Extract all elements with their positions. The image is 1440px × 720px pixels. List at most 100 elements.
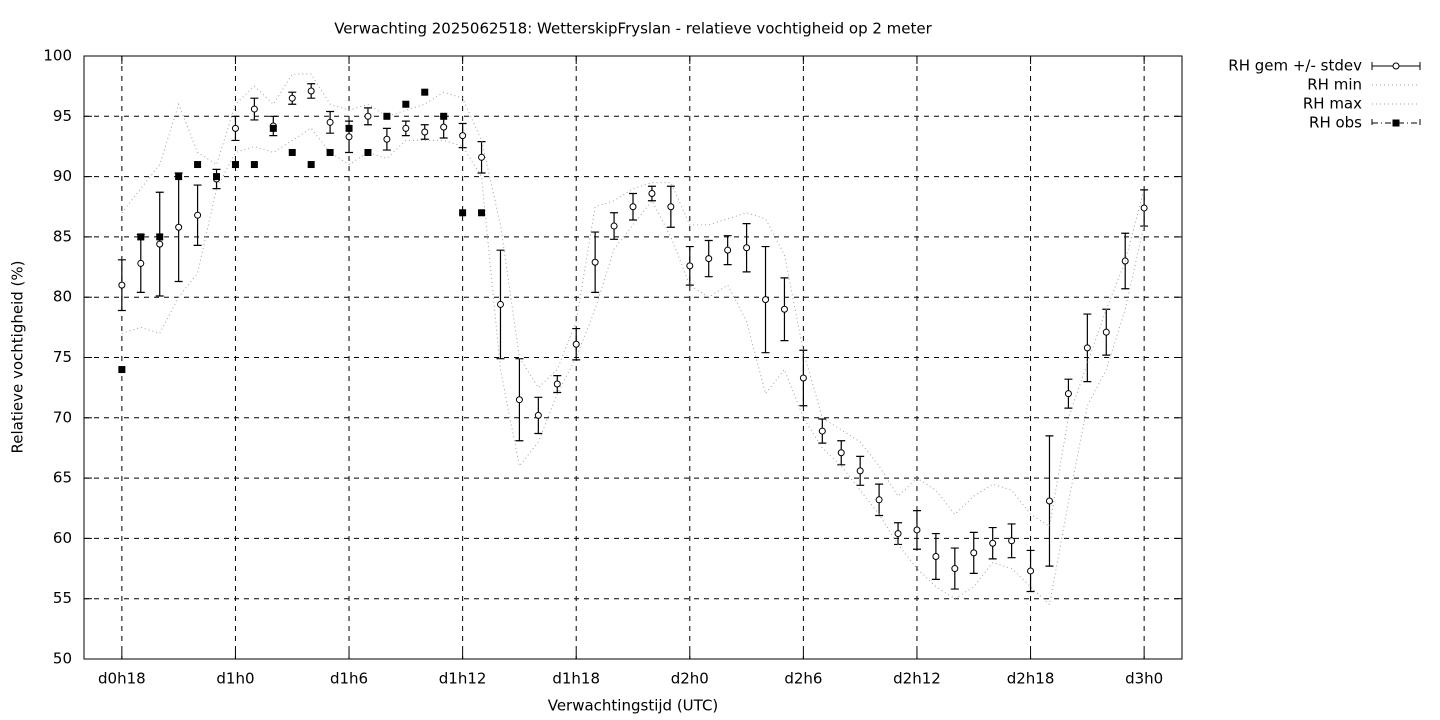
mean-point	[440, 123, 448, 131]
mean-point	[421, 128, 429, 136]
mean-point	[894, 530, 902, 538]
mean-point	[496, 300, 504, 308]
mean-point	[970, 549, 978, 557]
mean-point	[231, 124, 239, 132]
mean-point	[743, 244, 751, 252]
mean-point	[156, 240, 164, 248]
legend-swatch	[1392, 119, 1400, 127]
obs-point	[250, 161, 258, 169]
y-axis-label: Relatieve vochtigheid (%)	[9, 260, 27, 453]
x-tick-label: d1h0	[216, 670, 254, 688]
mean-point	[383, 135, 391, 143]
obs-point	[478, 209, 486, 217]
mean-point	[913, 526, 921, 534]
mean-point	[610, 222, 618, 230]
legend-label: RH obs	[1309, 114, 1362, 132]
obs-point	[118, 366, 126, 374]
legend-label: RH gem +/- stdev	[1228, 57, 1362, 75]
legend-swatch	[1392, 62, 1400, 70]
obs-point	[345, 124, 353, 132]
legend-swatch	[1371, 119, 1421, 127]
obs-point	[137, 233, 145, 241]
mean-point	[818, 427, 826, 435]
obs-point	[402, 100, 410, 108]
y-tick-label: 50	[53, 650, 72, 668]
mean-point	[345, 133, 353, 141]
obs-point	[194, 161, 202, 169]
mean-point	[667, 203, 675, 211]
x-tick-label: d0h18	[98, 670, 146, 688]
obs-point	[307, 161, 315, 169]
y-tick-label: 85	[53, 227, 72, 245]
obs-point	[364, 148, 372, 156]
mean-point	[762, 296, 770, 304]
mean-point	[951, 565, 959, 573]
y-tick-label: 90	[53, 167, 72, 185]
obs-point	[156, 233, 164, 241]
mean-point	[856, 467, 864, 475]
obs-point	[383, 112, 391, 120]
mean-point	[686, 262, 694, 270]
x-tick-label: d2h6	[784, 670, 822, 688]
mean-point	[288, 94, 296, 102]
x-tick-label: d1h12	[439, 670, 487, 688]
mean-point	[989, 539, 997, 547]
mean-point	[629, 203, 637, 211]
mean-point	[194, 211, 202, 219]
obs-point	[231, 161, 239, 169]
range-line	[121, 127, 1145, 606]
mean-point	[572, 340, 580, 348]
x-tick-label: d2h12	[893, 670, 941, 688]
mean-point	[534, 411, 542, 419]
obs-point	[421, 88, 429, 96]
y-tick-label: 100	[43, 47, 72, 65]
legend-label: RH max	[1303, 95, 1362, 113]
obs-point	[269, 124, 277, 132]
mean-point	[1083, 344, 1091, 352]
y-tick-label: 80	[53, 288, 72, 306]
y-tick-label: 70	[53, 408, 72, 426]
obs-point	[326, 148, 334, 156]
range-line	[121, 73, 1145, 528]
mean-point	[799, 374, 807, 382]
x-tick-label: d2h18	[1007, 670, 1055, 688]
legend-label: RH min	[1307, 76, 1362, 94]
obs-point	[175, 173, 183, 181]
chart-title: Verwachting 2025062518: WetterskipFrysla…	[334, 20, 932, 38]
mean-point	[724, 246, 732, 254]
obs-point	[459, 209, 467, 217]
mean-point	[705, 255, 713, 263]
mean-point	[591, 258, 599, 266]
x-tick-label: d1h18	[552, 670, 600, 688]
obs-point	[213, 173, 221, 181]
mean-point	[1027, 567, 1035, 575]
obs-point	[440, 112, 448, 120]
mean-point	[1045, 497, 1053, 505]
y-tick-label: 60	[53, 529, 72, 547]
mean-point	[780, 305, 788, 313]
mean-point	[837, 449, 845, 457]
mean-point	[1064, 390, 1072, 398]
mean-point	[1008, 537, 1016, 545]
mean-point	[175, 223, 183, 231]
x-tick-label: d2h0	[671, 670, 709, 688]
mean-point	[459, 132, 467, 140]
mean-point	[326, 118, 334, 126]
mean-point	[875, 496, 883, 504]
mean-point	[1140, 204, 1148, 212]
mean-point	[118, 281, 126, 289]
y-tick-label: 55	[53, 589, 72, 607]
obs-point	[288, 148, 296, 156]
mean-point	[515, 396, 523, 404]
y-tick-label: 65	[53, 469, 72, 487]
mean-point	[307, 87, 315, 95]
mean-point	[250, 105, 258, 113]
y-tick-label: 95	[53, 107, 72, 125]
mean-point	[1102, 328, 1110, 336]
mean-point	[137, 259, 145, 267]
mean-point	[364, 112, 372, 120]
mean-point	[932, 552, 940, 560]
mean-point	[648, 189, 656, 197]
x-tick-label: d3h0	[1125, 670, 1163, 688]
